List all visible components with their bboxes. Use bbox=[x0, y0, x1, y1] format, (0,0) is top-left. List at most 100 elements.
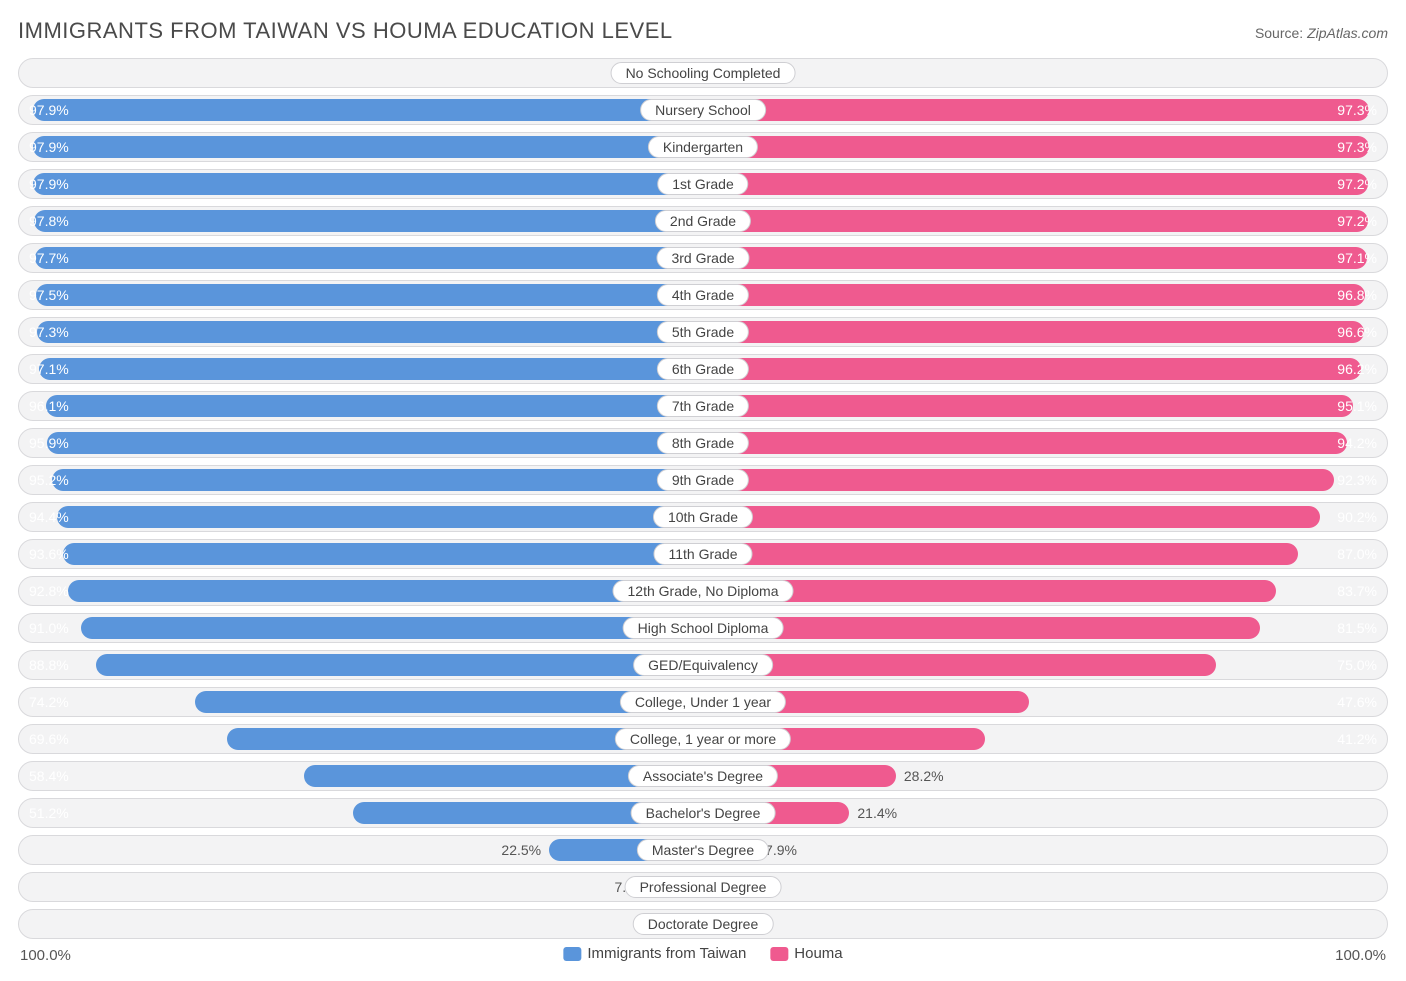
bar-right bbox=[703, 247, 1367, 269]
bar-value-left: 97.9% bbox=[29, 102, 69, 118]
bar-right bbox=[703, 321, 1364, 343]
bar-value-right: 21.4% bbox=[857, 805, 897, 821]
category-label: College, Under 1 year bbox=[620, 691, 786, 713]
bar-value-right: 96.6% bbox=[1337, 324, 1377, 340]
legend-swatch-left bbox=[563, 947, 581, 961]
category-label: 10th Grade bbox=[653, 506, 753, 528]
bar-value-left: 95.9% bbox=[29, 435, 69, 451]
chart-header: IMMIGRANTS FROM TAIWAN VS HOUMA EDUCATIO… bbox=[18, 18, 1388, 44]
x-axis-max-left: 100.0% bbox=[20, 947, 71, 964]
chart-row: 91.0%81.5%High School Diploma bbox=[18, 613, 1388, 643]
chart-row: 74.2%47.6%College, Under 1 year bbox=[18, 687, 1388, 717]
bar-value-left: 51.2% bbox=[29, 805, 69, 821]
category-label: 12th Grade, No Diploma bbox=[613, 580, 794, 602]
bar-value-left: 97.9% bbox=[29, 139, 69, 155]
bar-left bbox=[47, 432, 703, 454]
chart-row: 97.8% 97.2% 2nd Grade bbox=[18, 206, 1388, 236]
bar-right bbox=[703, 395, 1353, 417]
category-label: No Schooling Completed bbox=[611, 62, 796, 84]
chart-row: 92.8% 83.7% 12th Grade, No Diploma bbox=[18, 576, 1388, 606]
bar-value-right: 90.2% bbox=[1337, 509, 1377, 525]
bar-value-left: 97.3% bbox=[29, 324, 69, 340]
legend-item-left: Immigrants from Taiwan bbox=[563, 945, 746, 962]
category-label: 6th Grade bbox=[657, 358, 749, 380]
bar-right bbox=[703, 210, 1368, 232]
bar-left bbox=[52, 469, 703, 491]
bar-value-right: 95.1% bbox=[1337, 398, 1377, 414]
bar-value-left: 97.8% bbox=[29, 213, 69, 229]
bar-value-right: 83.7% bbox=[1337, 583, 1377, 599]
bar-value-left: 92.8% bbox=[29, 583, 69, 599]
chart-row: 97.3% 96.6% 5th Grade bbox=[18, 317, 1388, 347]
category-label: Kindergarten bbox=[648, 136, 758, 158]
bar-value-right: 41.2% bbox=[1337, 731, 1377, 747]
bar-left bbox=[68, 580, 703, 602]
bar-value-right: 87.0% bbox=[1337, 546, 1377, 562]
legend-swatch-right bbox=[770, 947, 788, 961]
category-label: College, 1 year or more bbox=[615, 728, 791, 750]
chart-row: 58.4%28.2%Associate's Degree bbox=[18, 761, 1388, 791]
category-label: Associate's Degree bbox=[628, 765, 778, 787]
chart-row: 97.9%97.2%1st Grade bbox=[18, 169, 1388, 199]
chart-row: 2.1%2.8%No Schooling Completed bbox=[18, 58, 1388, 88]
bar-value-right: 96.2% bbox=[1337, 361, 1377, 377]
bar-right bbox=[703, 506, 1320, 528]
bar-left bbox=[33, 99, 703, 121]
bar-value-left: 58.4% bbox=[29, 768, 69, 784]
bar-right bbox=[703, 284, 1365, 306]
category-label: 5th Grade bbox=[657, 321, 749, 343]
bar-value-left: 93.6% bbox=[29, 546, 69, 562]
chart-row: 69.6%41.2%College, 1 year or more bbox=[18, 724, 1388, 754]
category-label: 1st Grade bbox=[657, 173, 748, 195]
category-label: GED/Equivalency bbox=[633, 654, 773, 676]
bar-value-right: 47.6% bbox=[1337, 694, 1377, 710]
bar-value-right: 75.0% bbox=[1337, 657, 1377, 673]
bar-right bbox=[703, 136, 1369, 158]
bar-right bbox=[703, 543, 1298, 565]
bar-value-left: 22.5% bbox=[501, 842, 541, 858]
chart-row: 51.2%21.4%Bachelor's Degree bbox=[18, 798, 1388, 828]
chart-row: 88.8% 75.0% GED/Equivalency bbox=[18, 650, 1388, 680]
category-label: Doctorate Degree bbox=[633, 913, 774, 935]
bar-value-right: 7.9% bbox=[765, 842, 797, 858]
chart-row: 7.1%2.2%Professional Degree bbox=[18, 872, 1388, 902]
bar-right bbox=[703, 358, 1361, 380]
bar-value-right: 97.2% bbox=[1337, 213, 1377, 229]
category-label: 8th Grade bbox=[657, 432, 749, 454]
source-attribution: Source: ZipAtlas.com bbox=[1255, 25, 1388, 41]
legend-item-right: Houma bbox=[770, 945, 842, 962]
bar-left bbox=[37, 321, 703, 343]
bar-left bbox=[57, 506, 703, 528]
legend-label-left: Immigrants from Taiwan bbox=[587, 945, 746, 962]
bar-left bbox=[63, 543, 703, 565]
chart-row: 22.5%7.9%Master's Degree bbox=[18, 835, 1388, 865]
bar-value-right: 92.3% bbox=[1337, 472, 1377, 488]
chart-row: 97.9%97.3%Nursery School bbox=[18, 95, 1388, 125]
chart-row: 93.6% 87.0% 11th Grade bbox=[18, 539, 1388, 569]
bar-left bbox=[34, 210, 703, 232]
category-label: 3rd Grade bbox=[656, 247, 749, 269]
bar-left bbox=[33, 173, 703, 195]
bar-value-right: 94.2% bbox=[1337, 435, 1377, 451]
category-label: 9th Grade bbox=[657, 469, 749, 491]
bar-value-left: 88.8% bbox=[29, 657, 69, 673]
bar-value-left: 95.2% bbox=[29, 472, 69, 488]
bar-right bbox=[703, 173, 1368, 195]
bar-value-right: 96.8% bbox=[1337, 287, 1377, 303]
bar-left bbox=[33, 136, 703, 158]
diverging-bar-chart: 2.1%2.8%No Schooling Completed97.9%97.3%… bbox=[18, 58, 1388, 939]
legend: Immigrants from Taiwan Houma bbox=[563, 945, 842, 962]
bar-value-right: 97.3% bbox=[1337, 139, 1377, 155]
bar-value-right: 97.1% bbox=[1337, 250, 1377, 266]
bar-right bbox=[703, 469, 1334, 491]
category-label: Nursery School bbox=[640, 99, 766, 121]
chart-row: 95.2% 92.3% 9th Grade bbox=[18, 465, 1388, 495]
category-label: Professional Degree bbox=[625, 876, 782, 898]
category-label: 11th Grade bbox=[653, 543, 752, 565]
source-label: Source: bbox=[1255, 25, 1307, 41]
category-label: 2nd Grade bbox=[655, 210, 751, 232]
chart-row: 3.2%0.96%Doctorate Degree bbox=[18, 909, 1388, 939]
bar-value-left: 97.5% bbox=[29, 287, 69, 303]
category-label: 7th Grade bbox=[657, 395, 749, 417]
bar-value-left: 96.1% bbox=[29, 398, 69, 414]
